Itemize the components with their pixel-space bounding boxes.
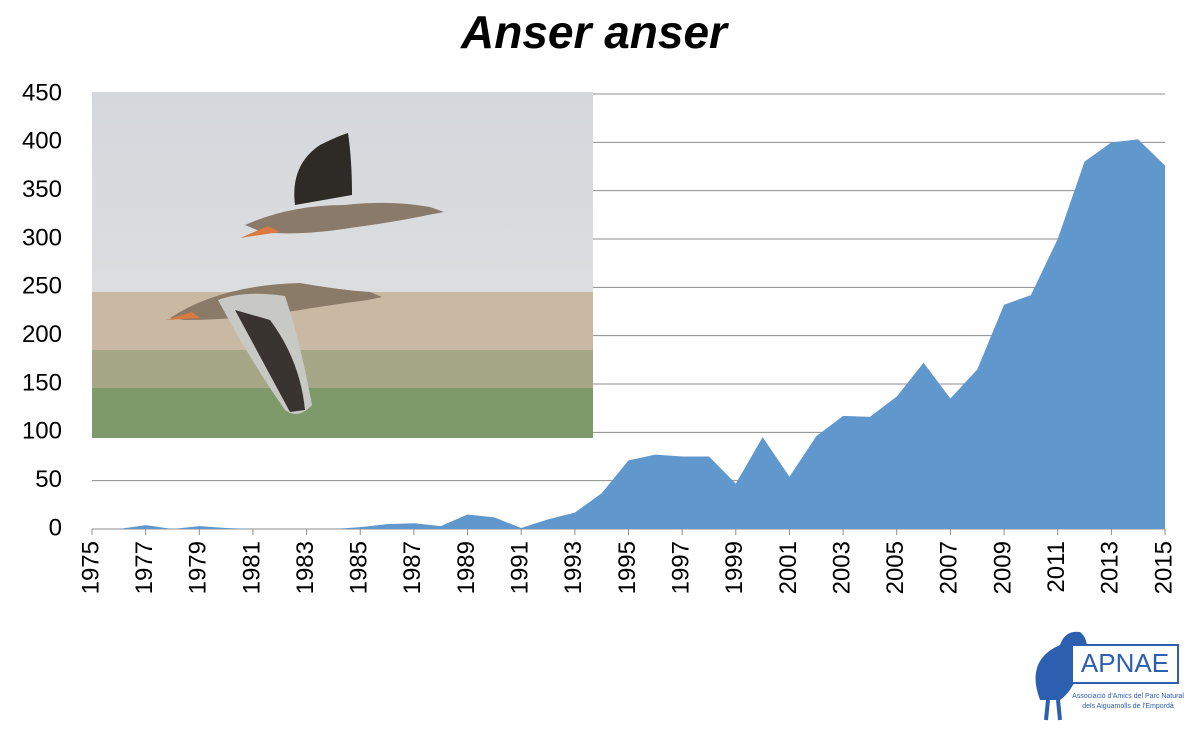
x-tick-label: 1977 xyxy=(131,541,158,594)
x-tick-label: 2001 xyxy=(775,541,802,594)
chart-title: Anser anser xyxy=(460,6,729,58)
x-tick-label: 2009 xyxy=(989,541,1016,594)
x-tick-label: 2015 xyxy=(1150,541,1177,594)
x-tick-label: 1997 xyxy=(667,541,694,594)
y-tick-label: 400 xyxy=(22,128,62,155)
x-tick-label: 2005 xyxy=(882,541,909,594)
y-tick-label: 50 xyxy=(35,466,62,493)
photo xyxy=(92,92,593,438)
x-tick-label: 1975 xyxy=(77,541,104,594)
logo-caption: Associació d'Amics del Parc Natural xyxy=(1072,693,1184,700)
x-tick-label: 1981 xyxy=(238,541,265,594)
x-tick-label: 1989 xyxy=(453,541,480,594)
y-tick-label: 250 xyxy=(22,273,62,300)
y-tick-label: 350 xyxy=(22,176,62,203)
x-tick-label: 1995 xyxy=(614,541,641,594)
y-tick-label: 450 xyxy=(22,79,62,106)
x-tick-label: 1979 xyxy=(185,541,212,594)
y-tick-label: 200 xyxy=(22,321,62,348)
x-tick-label: 2013 xyxy=(1097,541,1124,594)
x-tick-label: 1987 xyxy=(399,541,426,594)
y-tick-label: 0 xyxy=(49,514,62,541)
y-tick-label: 150 xyxy=(22,369,62,396)
x-tick-label: 1985 xyxy=(346,541,373,594)
logo: APNAE Associació d'Amics del Parc Natura… xyxy=(1035,631,1184,721)
logo-caption: dels Aiguamolls de l'Empordà xyxy=(1082,703,1174,710)
logo-name: APNAE xyxy=(1081,648,1169,678)
y-tick-label: 100 xyxy=(22,418,62,445)
x-tick-label: 1991 xyxy=(507,541,534,594)
x-tick-label: 2007 xyxy=(936,541,963,594)
x-tick-label: 2003 xyxy=(828,541,855,594)
x-tick-label: 1993 xyxy=(560,541,587,594)
x-tick-label: 2011 xyxy=(1043,541,1070,593)
x-tick-label: 1983 xyxy=(292,541,319,594)
area xyxy=(92,139,1165,529)
y-tick-label: 300 xyxy=(22,224,62,251)
x-tick-label: 1999 xyxy=(721,541,748,594)
